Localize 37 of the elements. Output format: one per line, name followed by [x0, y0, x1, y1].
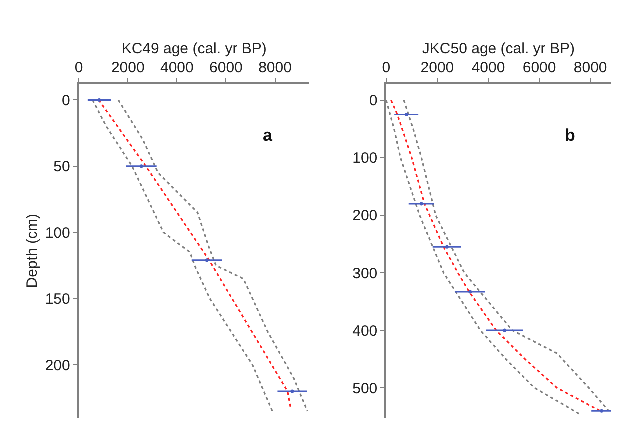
x-tick-label: 8000 — [258, 60, 292, 77]
point — [404, 113, 408, 117]
point — [98, 98, 102, 102]
y-tick-label: 0 — [62, 92, 70, 110]
point — [445, 245, 449, 249]
y-tick-label: 300 — [352, 265, 378, 282]
point — [140, 164, 144, 168]
y-tick-label: 200 — [45, 357, 70, 374]
x-axis-title: JKC50 age (cal. yr BP) — [422, 40, 575, 58]
x-tick-label: 6000 — [210, 60, 243, 77]
point — [468, 290, 472, 294]
x-tick-label: 0 — [74, 60, 84, 77]
annotation: b — [565, 126, 576, 145]
y-tick-label: 400 — [352, 322, 378, 340]
y-tick-label: 200 — [352, 208, 378, 225]
point — [503, 328, 507, 332]
y-tick-label: 100 — [352, 150, 378, 168]
x-tick-label: 8000 — [574, 60, 608, 77]
y-tick-label: 100 — [45, 224, 70, 242]
y-axis-title: Depth (cm) — [24, 214, 42, 288]
y-tick-label: 150 — [45, 291, 70, 308]
line-series — [118, 99, 308, 412]
point — [290, 390, 294, 394]
x-tick-label: 0 — [382, 60, 391, 77]
x-tick-label: 2000 — [111, 60, 145, 77]
point — [205, 258, 209, 262]
point — [420, 202, 424, 206]
x-tick-label: 6000 — [522, 60, 556, 77]
x-axis-title: KC49 age (cal. yr BP) — [122, 40, 267, 58]
y-tick-label: 0 — [369, 92, 378, 110]
x-tick-label: 2000 — [420, 60, 454, 77]
y-tick-label: 50 — [54, 158, 70, 176]
x-tick-label: 4000 — [472, 60, 506, 77]
point — [600, 409, 604, 413]
y-tick-label: 500 — [352, 380, 378, 398]
x-tick-label: 4000 — [160, 60, 194, 77]
annotation: a — [263, 126, 273, 145]
